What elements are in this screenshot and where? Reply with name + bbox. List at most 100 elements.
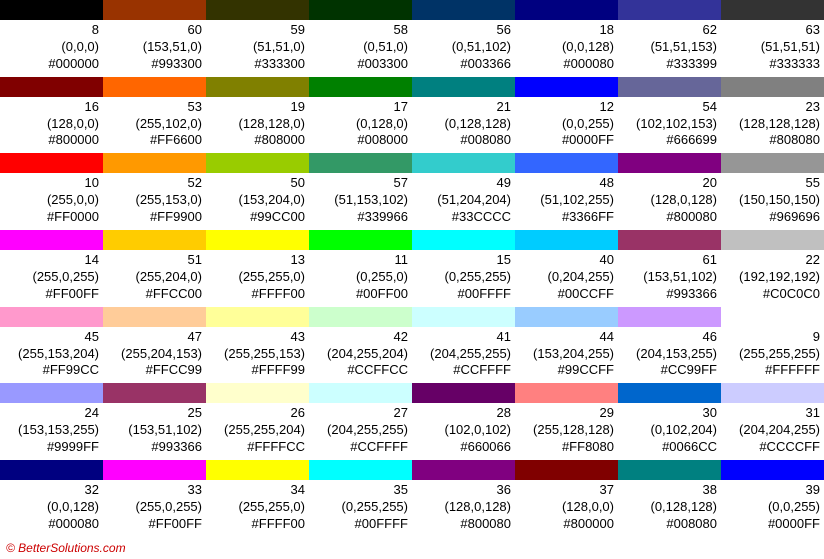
color-cell: 59(51,51,0)#333300: [206, 0, 309, 77]
color-index: 61: [622, 252, 717, 269]
color-index: 60: [107, 22, 202, 39]
color-info: 25(153,51,102)#993366: [103, 403, 206, 460]
color-index: 40: [519, 252, 614, 269]
color-info: 52(255,153,0)#FF9900: [103, 173, 206, 230]
color-rgb: (128,128,128): [725, 116, 820, 133]
color-info: 24(153,153,255)#9999FF: [0, 403, 103, 460]
color-cell: 25(153,51,102)#993366: [103, 383, 206, 460]
color-index: 16: [4, 99, 99, 116]
color-hex: #99CC00: [210, 209, 305, 226]
color-cell: 22(192,192,192)#C0C0C0: [721, 230, 824, 307]
color-hex: #00CCFF: [519, 286, 614, 303]
color-cell: 54(102,102,153)#666699: [618, 77, 721, 154]
color-index: 12: [519, 99, 614, 116]
color-info: 31(204,204,255)#CCCCFF: [721, 403, 824, 460]
color-cell: 52(255,153,0)#FF9900: [103, 153, 206, 230]
color-rgb: (51,204,204): [416, 192, 511, 209]
color-swatch: [721, 230, 824, 250]
color-cell: 15(0,255,255)#00FFFF: [412, 230, 515, 307]
color-index: 15: [416, 252, 511, 269]
color-index: 55: [725, 175, 820, 192]
color-swatch: [721, 460, 824, 480]
color-cell: 49(51,204,204)#33CCCC: [412, 153, 515, 230]
color-hex: #FF8080: [519, 439, 614, 456]
color-swatch: [515, 307, 618, 327]
color-cell: 44(153,204,255)#99CCFF: [515, 307, 618, 384]
color-hex: #3366FF: [519, 209, 614, 226]
color-cell: 48(51,102,255)#3366FF: [515, 153, 618, 230]
color-rgb: (0,204,255): [519, 269, 614, 286]
color-hex: #800080: [416, 516, 511, 533]
color-hex: #808080: [725, 132, 820, 149]
color-info: 39(0,0,255)#0000FF: [721, 480, 824, 537]
color-rgb: (255,204,0): [107, 269, 202, 286]
color-swatch: [103, 460, 206, 480]
color-swatch: [103, 230, 206, 250]
color-swatch: [618, 307, 721, 327]
color-hex: #000080: [519, 56, 614, 73]
color-hex: #FF00FF: [4, 286, 99, 303]
color-hex: #CCCCFF: [725, 439, 820, 456]
color-hex: #969696: [725, 209, 820, 226]
color-index: 13: [210, 252, 305, 269]
color-index: 32: [4, 482, 99, 499]
color-cell: 47(255,204,153)#FFCC99: [103, 307, 206, 384]
color-cell: 26(255,255,204)#FFFFCC: [206, 383, 309, 460]
color-rgb: (0,255,255): [416, 269, 511, 286]
color-hex: #800080: [622, 209, 717, 226]
color-rgb: (128,0,128): [416, 499, 511, 516]
color-info: 61(153,51,102)#993366: [618, 250, 721, 307]
color-hex: #003300: [313, 56, 408, 73]
color-hex: #660066: [416, 439, 511, 456]
color-rgb: (0,51,102): [416, 39, 511, 56]
color-info: 26(255,255,204)#FFFFCC: [206, 403, 309, 460]
color-hex: #CCFFCC: [313, 362, 408, 379]
color-swatch: [206, 383, 309, 403]
color-swatch: [0, 153, 103, 173]
color-index: 43: [210, 329, 305, 346]
color-hex: #0000FF: [519, 132, 614, 149]
color-rgb: (204,255,255): [416, 346, 511, 363]
color-swatch: [515, 153, 618, 173]
color-index: 59: [210, 22, 305, 39]
color-index: 21: [416, 99, 511, 116]
color-hex: #800000: [519, 516, 614, 533]
color-index: 56: [416, 22, 511, 39]
color-hex: #FF00FF: [107, 516, 202, 533]
color-cell: 11(0,255,0)#00FF00: [309, 230, 412, 307]
color-rgb: (0,102,204): [622, 422, 717, 439]
color-index: 34: [210, 482, 305, 499]
color-swatch: [515, 0, 618, 20]
color-index: 52: [107, 175, 202, 192]
color-swatch: [0, 77, 103, 97]
color-swatch: [103, 0, 206, 20]
color-index: 37: [519, 482, 614, 499]
color-rgb: (0,0,0): [4, 39, 99, 56]
color-hex: #CCFFFF: [416, 362, 511, 379]
color-rgb: (51,153,102): [313, 192, 408, 209]
color-hex: #FFCC99: [107, 362, 202, 379]
color-index: 26: [210, 405, 305, 422]
color-info: 34(255,255,0)#FFFF00: [206, 480, 309, 537]
color-swatch: [206, 307, 309, 327]
color-hex: #0000FF: [725, 516, 820, 533]
color-rgb: (51,51,153): [622, 39, 717, 56]
color-index: 9: [725, 329, 820, 346]
color-rgb: (255,255,0): [210, 499, 305, 516]
color-cell: 23(128,128,128)#808080: [721, 77, 824, 154]
color-rgb: (0,128,0): [313, 116, 408, 133]
color-swatch: [412, 77, 515, 97]
color-rgb: (255,153,204): [4, 346, 99, 363]
color-rgb: (0,0,255): [725, 499, 820, 516]
color-rgb: (153,51,102): [622, 269, 717, 286]
color-rgb: (153,51,0): [107, 39, 202, 56]
color-swatch: [618, 77, 721, 97]
color-swatch: [103, 153, 206, 173]
color-info: 36(128,0,128)#800080: [412, 480, 515, 537]
color-rgb: (51,51,51): [725, 39, 820, 56]
color-info: 11(0,255,0)#00FF00: [309, 250, 412, 307]
color-cell: 51(255,204,0)#FFCC00: [103, 230, 206, 307]
color-index: 48: [519, 175, 614, 192]
color-info: 55(150,150,150)#969696: [721, 173, 824, 230]
color-cell: 42(204,255,204)#CCFFCC: [309, 307, 412, 384]
